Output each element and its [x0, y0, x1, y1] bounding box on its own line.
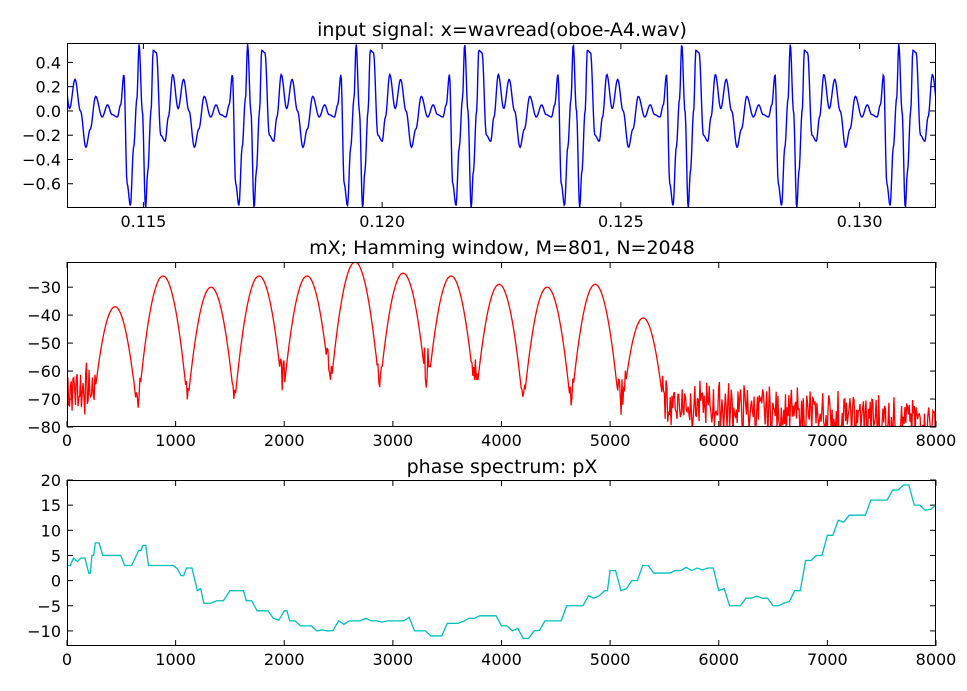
- y-tick-label: −70: [27, 390, 61, 409]
- panel-phase-spectrum: phase spectrum: pX 0 1000 2000 3000 4000 5000…: [27, 456, 956, 669]
- x-tick-label: 1000: [155, 650, 196, 669]
- x-tick-label: 6000: [698, 650, 739, 669]
- x-tick-label: 0.120: [359, 212, 405, 231]
- x-tick-label: 0.115: [120, 212, 166, 231]
- y-tick-label: 5: [51, 546, 61, 565]
- x-tick-label: 5000: [590, 650, 631, 669]
- x-tick-label: 2000: [264, 431, 305, 450]
- magnitude-line: [67, 262, 936, 427]
- panel-1-frame: [67, 43, 936, 208]
- y-tick-label: 0.4: [36, 53, 61, 72]
- panel-1-series: [67, 43, 936, 208]
- panel-1-axes: 0.115 0.120 0.125 0.130 0.4 0.2 0.0 −0.2 −0.4 −0.…: [22, 43, 936, 231]
- x-tick-label: 6000: [698, 431, 739, 450]
- y-tick-label: −30: [27, 278, 61, 297]
- y-tick-label: −10: [27, 622, 61, 641]
- y-tick-label: 15: [41, 496, 61, 515]
- y-tick-label: −50: [27, 334, 61, 353]
- panel-2-title: mX; Hamming window, M=801, N=2048: [309, 237, 695, 259]
- x-tick-label: 4000: [481, 431, 522, 450]
- x-tick-label: 5000: [590, 431, 631, 450]
- x-tick-label: 0: [62, 650, 72, 669]
- y-tick-label: 20: [41, 471, 61, 490]
- y-tick-label: −60: [27, 362, 61, 381]
- x-tick-label: 8000: [916, 431, 957, 450]
- panel-3-title: phase spectrum: pX: [407, 456, 598, 478]
- x-tick-label: 0: [62, 431, 72, 450]
- panel-2-axes: 0 1000 2000 3000 4000 5000 6000 7000 8000 −30 −40 −…: [27, 262, 956, 450]
- y-tick-label: 0.2: [36, 78, 61, 97]
- y-tick-label: −0.2: [22, 126, 61, 145]
- panel-2-series: [67, 262, 936, 427]
- panel-magnitude-spectrum: mX; Hamming window, M=801, N=2048 0 1000 2…: [27, 237, 956, 450]
- y-tick-label: 0.0: [36, 102, 61, 121]
- panel-3-frame: [67, 480, 936, 646]
- y-tick-label: −80: [27, 418, 61, 437]
- y-tick-label: −0.6: [22, 175, 61, 194]
- x-tick-label: 7000: [807, 650, 848, 669]
- x-tick-label: 3000: [373, 650, 414, 669]
- y-tick-label: −5: [37, 597, 61, 616]
- x-tick-label: 0.125: [598, 212, 644, 231]
- signal-line: [67, 43, 936, 208]
- panel-input-signal: input signal: x=wavread(oboe-A4.wav) 0.1…: [22, 19, 936, 231]
- panel-1-title: input signal: x=wavread(oboe-A4.wav): [317, 19, 687, 41]
- y-tick-label: −40: [27, 306, 61, 325]
- panel-3-axes: 0 1000 2000 3000 4000 5000 6000 7000 8000 20 15 10 5…: [27, 471, 956, 669]
- panel-2-frame: [67, 262, 936, 427]
- y-tick-label: 10: [41, 521, 61, 540]
- x-tick-label: 0.130: [837, 212, 883, 231]
- x-tick-label: 4000: [481, 650, 522, 669]
- y-tick-label: −0.4: [22, 150, 61, 169]
- phase-line: [67, 484, 936, 640]
- panel-3-series: [67, 484, 936, 640]
- x-tick-label: 7000: [807, 431, 848, 450]
- x-tick-label: 8000: [916, 650, 957, 669]
- x-tick-label: 1000: [155, 431, 196, 450]
- x-tick-label: 3000: [373, 431, 414, 450]
- x-tick-label: 2000: [264, 650, 305, 669]
- y-tick-label: 0: [51, 572, 61, 591]
